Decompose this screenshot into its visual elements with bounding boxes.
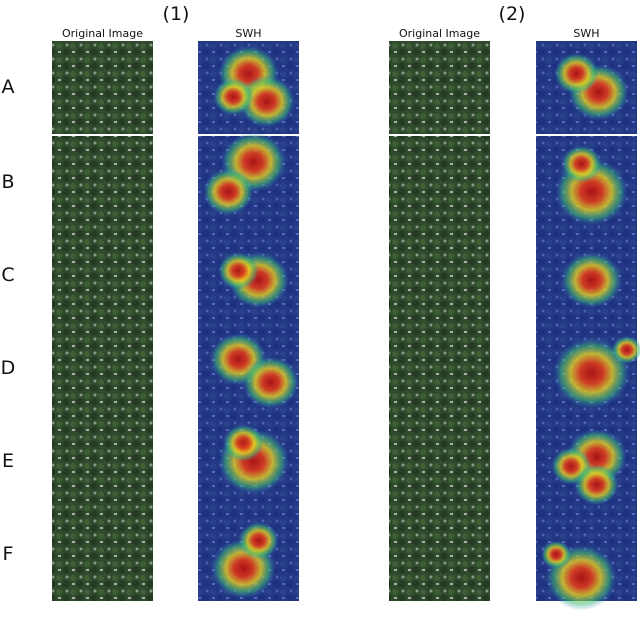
column-header: Original Image <box>399 27 480 40</box>
row-label: A <box>2 76 15 98</box>
swh-heatmap <box>198 322 299 415</box>
swh-heatmap <box>198 415 299 508</box>
swh-heatmap <box>536 322 640 415</box>
heat-blob <box>561 145 602 183</box>
swh-heatmap <box>198 508 299 601</box>
swh-heatmap <box>536 508 637 611</box>
heat-blob <box>561 252 622 309</box>
heat-blob <box>574 464 619 506</box>
panel-label: (1) <box>163 3 190 25</box>
heat-blob <box>223 424 264 462</box>
panel-label: (2) <box>499 3 526 25</box>
row-label: D <box>1 357 16 379</box>
heat-blob <box>541 540 572 569</box>
original-image <box>52 136 153 229</box>
heat-blob <box>238 521 279 560</box>
column-header: Original Image <box>62 27 143 40</box>
heat-blob <box>213 78 254 116</box>
heat-blob <box>554 53 599 95</box>
swh-heatmap <box>198 41 299 134</box>
swh-heatmap <box>536 41 637 134</box>
heat-blob <box>553 337 630 409</box>
original-image <box>52 415 153 508</box>
row-label: C <box>1 264 14 286</box>
row-label: F <box>3 543 14 565</box>
column-header: SWH <box>235 27 261 40</box>
original-image <box>52 41 153 134</box>
original-image <box>389 136 490 229</box>
original-image <box>389 229 490 322</box>
heat-blob <box>611 335 640 364</box>
original-image <box>52 229 153 322</box>
heat-blob <box>203 168 254 216</box>
row-label: E <box>2 450 14 472</box>
original-image <box>389 322 490 415</box>
original-image <box>389 415 490 508</box>
heat-blob <box>218 252 259 290</box>
swh-heatmap <box>198 132 299 229</box>
original-image <box>389 41 490 134</box>
heat-blob <box>242 356 299 409</box>
swh-heatmap <box>536 415 637 508</box>
swh-heatmap <box>198 229 299 322</box>
original-image <box>52 508 153 601</box>
original-image <box>389 508 490 601</box>
column-header: SWH <box>573 27 599 40</box>
swh-heatmap <box>536 136 637 229</box>
row-label: B <box>1 171 14 193</box>
heat-blob <box>238 75 295 128</box>
swh-heatmap <box>536 229 637 322</box>
original-image <box>52 322 153 415</box>
